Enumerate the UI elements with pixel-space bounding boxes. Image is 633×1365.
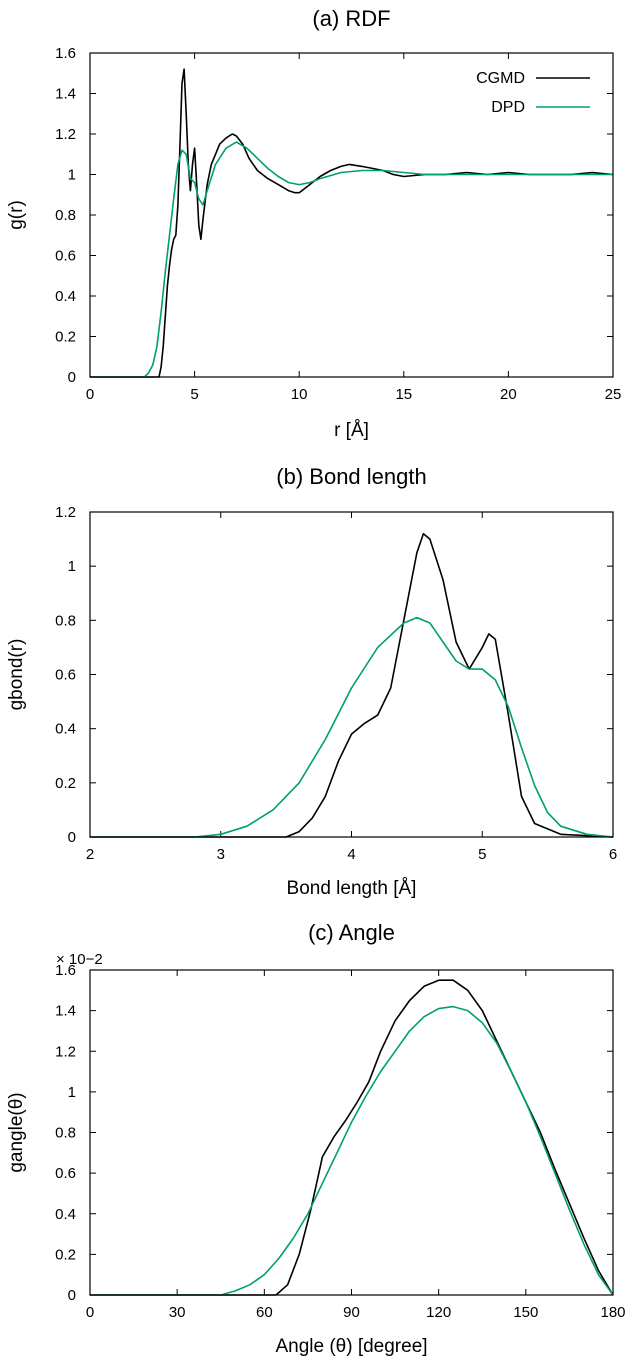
x-tick-label: 10 bbox=[291, 386, 308, 403]
y-tick-label: 1.4 bbox=[55, 1003, 76, 1020]
y-tick-label: 1.2 bbox=[55, 1043, 76, 1060]
y-tick-label: 0.8 bbox=[55, 612, 76, 629]
x-tick-label: 5 bbox=[190, 386, 198, 403]
plot-frame bbox=[89, 969, 614, 1296]
x-tick-label: 30 bbox=[169, 1304, 186, 1321]
y-tick-label: 0.6 bbox=[55, 667, 76, 684]
x-axis-label: Angle (θ) [degree] bbox=[275, 1336, 427, 1357]
y-tick-label: 1.2 bbox=[55, 504, 76, 521]
series-line-dpd bbox=[90, 1005, 614, 1296]
y-tick-label: 1.2 bbox=[55, 126, 76, 143]
x-tick-label: 120 bbox=[426, 1304, 451, 1321]
y-tick-label: 1 bbox=[68, 1084, 76, 1101]
legend: CGMD DPD bbox=[476, 70, 590, 116]
chart-title: (c) Angle bbox=[308, 920, 395, 945]
x-tick-label: 180 bbox=[600, 1304, 625, 1321]
y-tick-label: 0.2 bbox=[55, 329, 76, 346]
x-tick-label: 90 bbox=[343, 1304, 360, 1321]
y-tick-label: 0.2 bbox=[55, 1246, 76, 1263]
y-tick-label: 1.4 bbox=[55, 86, 76, 103]
chart-panel-2: (b) Bond length 2 3 4 5 6 0 0.2 0.4 0.6 0.8 1 1.2 Bon… bbox=[6, 464, 617, 899]
x-tick-label: 5 bbox=[478, 846, 486, 863]
chart-title: (b) Bond length bbox=[276, 464, 426, 489]
x-tick-label: 60 bbox=[256, 1304, 273, 1321]
legend-label-cgmd: CGMD bbox=[476, 70, 525, 87]
y-tick-label: 0.4 bbox=[55, 288, 76, 305]
plot-frame bbox=[89, 52, 614, 378]
y-tick-label: 1.6 bbox=[55, 962, 76, 979]
x-tick-label: 15 bbox=[395, 386, 412, 403]
y-axis-label: g(r) bbox=[6, 200, 27, 230]
y-tick-label: 0.8 bbox=[55, 207, 76, 224]
series-line-cgmd bbox=[90, 532, 614, 838]
x-tick-label: 4 bbox=[347, 846, 355, 863]
plot-frame bbox=[89, 511, 614, 838]
x-axis-label: r [Å] bbox=[334, 420, 369, 441]
y-axis-label: gbond(r) bbox=[6, 639, 27, 711]
y-tick-label: 0 bbox=[68, 1287, 76, 1304]
y-tick-label: 1 bbox=[68, 167, 76, 184]
y-tick-label: 0.2 bbox=[55, 775, 76, 792]
y-tick-label: 0.8 bbox=[55, 1125, 76, 1142]
chart-panel-1: (a) RDF 0 5 10 15 20 25 0 0.2 0.4 0.6 0.8 1 1.2 1.4 1.6… bbox=[6, 6, 621, 441]
x-tick-label: 0 bbox=[86, 386, 94, 403]
y-tick-label: 0.4 bbox=[55, 721, 76, 738]
x-tick-label: 25 bbox=[605, 386, 622, 403]
legend-label-dpd: DPD bbox=[491, 99, 525, 116]
x-tick-label: 20 bbox=[500, 386, 517, 403]
series-line-cgmd bbox=[90, 68, 614, 378]
series-line-dpd bbox=[90, 141, 613, 378]
series-line-cgmd bbox=[90, 979, 614, 1296]
y-tick-label: 1.6 bbox=[55, 45, 76, 62]
y-axis-label: gangle(θ) bbox=[6, 1092, 27, 1172]
y-tick-label: 0 bbox=[68, 369, 76, 386]
x-tick-label: 150 bbox=[513, 1304, 538, 1321]
x-tick-label: 0 bbox=[86, 1304, 94, 1321]
y-tick-label: 0.4 bbox=[55, 1206, 76, 1223]
x-tick-label: 3 bbox=[217, 846, 225, 863]
x-tick-label: 2 bbox=[86, 846, 94, 863]
y-tick-label: 0 bbox=[68, 829, 76, 846]
chart-panel-3: (c) Angle 0 30 60 90 120 150 180 0 0.2 0.4 0.6 0.8 1 1… bbox=[6, 920, 626, 1357]
chart-title: (a) RDF bbox=[312, 6, 390, 31]
y-tick-label: 1 bbox=[68, 558, 76, 575]
x-axis-label: Bond length [Å] bbox=[287, 878, 417, 899]
y-multiplier-label: × 10−2 bbox=[56, 951, 103, 968]
x-tick-label: 6 bbox=[609, 846, 617, 863]
series-line-dpd bbox=[90, 616, 614, 838]
y-tick-label: 0.6 bbox=[55, 1165, 76, 1182]
y-tick-label: 0.6 bbox=[55, 248, 76, 265]
